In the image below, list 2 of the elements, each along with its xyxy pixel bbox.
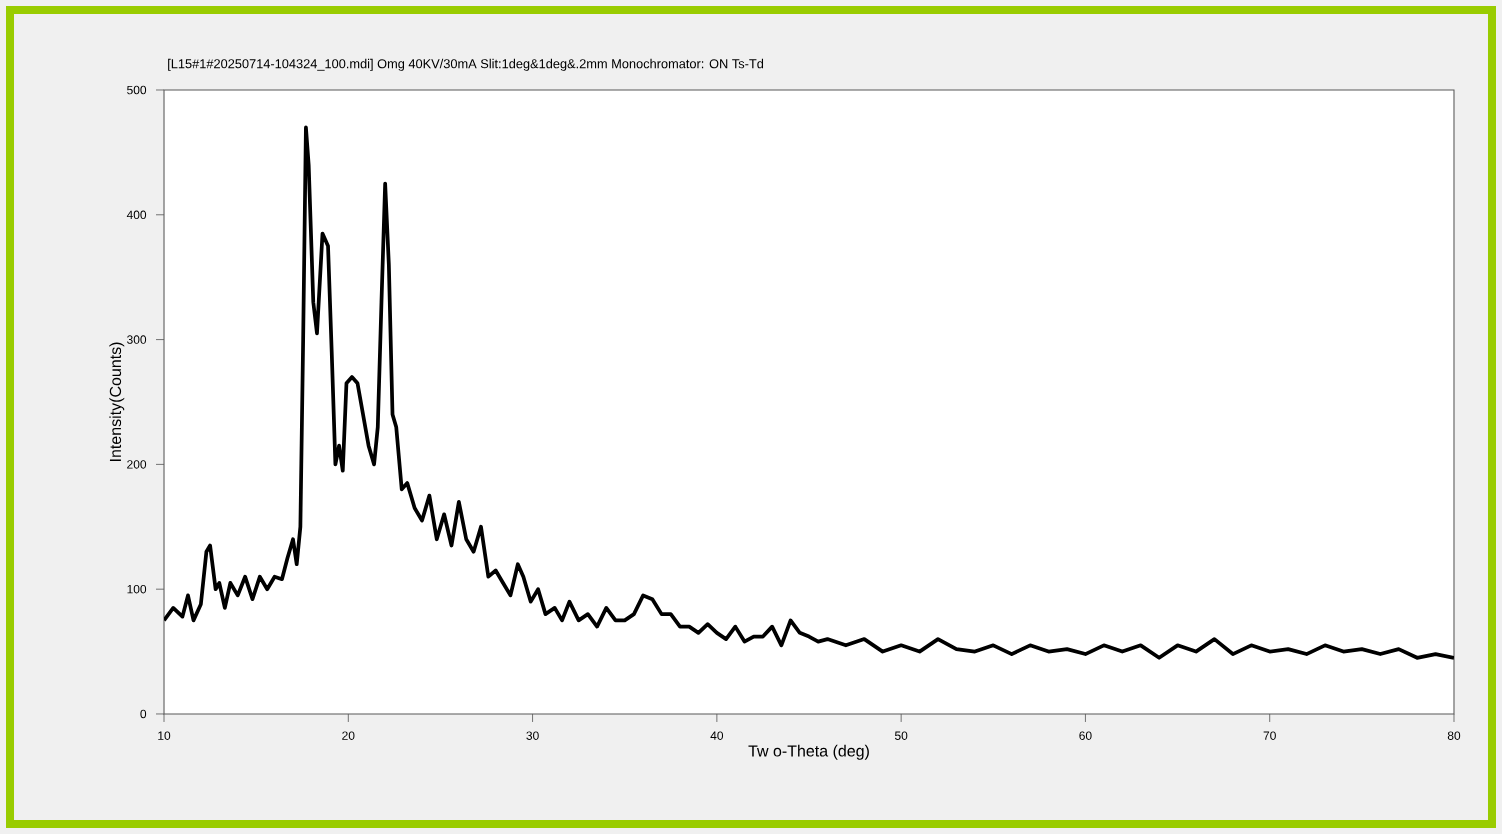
y-axis-title: Intensity(Counts): [109, 342, 125, 461]
x-axis-title: Tw o-Theta (deg): [748, 744, 869, 760]
